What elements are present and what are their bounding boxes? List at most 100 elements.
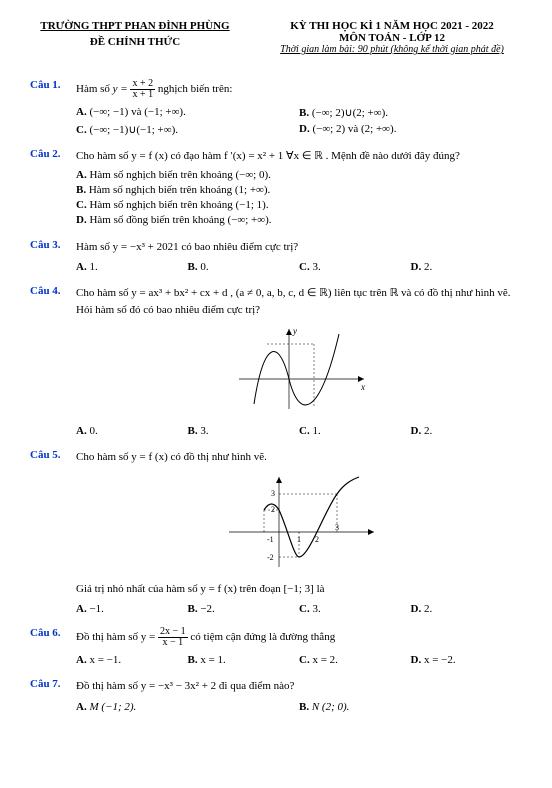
question-2: Câu 2. Cho hàm số y = f (x) có đạo hàm f… bbox=[30, 148, 522, 229]
q3-a-label: A. bbox=[76, 261, 87, 273]
svg-text:-1: -1 bbox=[267, 535, 274, 544]
q7-a-label: A. bbox=[76, 701, 87, 713]
q6-c-text: x = 2. bbox=[310, 654, 338, 666]
q3-c-label: C. bbox=[299, 261, 310, 273]
q6-b-label: B. bbox=[188, 654, 198, 666]
svg-text:2: 2 bbox=[271, 505, 275, 514]
q5-c-label: C. bbox=[299, 603, 310, 615]
q4-chart-svg: x y bbox=[229, 324, 369, 414]
q6-options: A. x = −1. B. x = 1. C. x = 2. D. x = −2… bbox=[76, 652, 522, 668]
q3-opt-b: B. 0. bbox=[188, 259, 300, 275]
q2-body: Cho hàm số y = f (x) có đạo hàm f ′(x) =… bbox=[76, 148, 522, 229]
q4-b-label: B. bbox=[188, 425, 198, 437]
q4-chart: x y bbox=[76, 324, 522, 417]
q2-a-text: Hàm số nghịch biến trên khoảng (−∞; 0). bbox=[87, 169, 271, 181]
q1-fraction: x + 2 x + 1 bbox=[130, 79, 155, 100]
q6-d-text: x = −2. bbox=[421, 654, 455, 666]
q5-body: Cho hàm số y = f (x) có đồ thị như hình … bbox=[76, 449, 522, 617]
q5-chart-svg: -1 1 2 3 3 2 -2 bbox=[219, 472, 379, 572]
q3-opt-c: C. 3. bbox=[299, 259, 411, 275]
q2-b-label: B. bbox=[76, 184, 86, 196]
q6-a-label: A. bbox=[76, 654, 87, 666]
question-7: Câu 7. Đồ thị hàm số y = −x³ − 3x² + 2 đ… bbox=[30, 678, 522, 715]
q5-a-label: A. bbox=[76, 603, 87, 615]
q2-c-label: C. bbox=[76, 199, 87, 211]
q1-text-a: Hàm số bbox=[76, 83, 113, 95]
q3-number: Câu 3. bbox=[30, 239, 76, 276]
q6-text: Đồ thị hàm số y = 2x − 1 x − 1 có tiệm c… bbox=[76, 627, 522, 648]
header: TRƯỜNG THPT PHAN ĐÌNH PHÙNG ĐỀ CHÍNH THỨ… bbox=[30, 20, 522, 55]
q1-optB-label: B. bbox=[299, 107, 309, 119]
svg-text:2: 2 bbox=[315, 535, 319, 544]
q3-b-label: B. bbox=[188, 261, 198, 273]
q5-opt-a: A. −1. bbox=[76, 601, 188, 617]
q1-optD-label: D. bbox=[299, 123, 310, 135]
q5-d-text: 2. bbox=[421, 603, 432, 615]
svg-text:3: 3 bbox=[271, 489, 275, 498]
q6-text-a: Đồ thị hàm số y = bbox=[76, 631, 158, 643]
school-name: TRƯỜNG THPT PHAN ĐÌNH PHÙNG bbox=[30, 20, 240, 32]
q3-opt-d: D. 2. bbox=[411, 259, 523, 275]
q2-opt-c: C. Hàm số nghịch biến trên khoảng (−1; 1… bbox=[76, 199, 522, 211]
q6-text-b: có tiệm cận đứng là đường thẳng bbox=[190, 631, 335, 643]
q3-c-text: 3. bbox=[310, 261, 321, 273]
q4-text: Cho hàm số y = ax³ + bx² + cx + d , (a ≠… bbox=[76, 285, 522, 318]
exam-page: TRƯỜNG THPT PHAN ĐÌNH PHÙNG ĐỀ CHÍNH THỨ… bbox=[0, 0, 552, 788]
q4-b-text: 3. bbox=[198, 425, 209, 437]
q4-opt-b: B. 3. bbox=[188, 423, 300, 439]
q2-text: Cho hàm số y = f (x) có đạo hàm f ′(x) =… bbox=[76, 148, 522, 165]
header-right: KỲ THI HỌC KÌ 1 NĂM HỌC 2021 - 2022 MÔN … bbox=[262, 20, 522, 55]
q6-d-label: D. bbox=[411, 654, 422, 666]
q6-a-text: x = −1. bbox=[87, 654, 121, 666]
q5-options: A. −1. B. −2. C. 3. D. 2. bbox=[76, 601, 522, 617]
q4-body: Cho hàm số y = ax³ + bx² + cx + d , (a ≠… bbox=[76, 285, 522, 439]
q1-opt-b: B. (−∞; 2)∪(2; +∞). bbox=[299, 104, 522, 121]
svg-text:-2: -2 bbox=[267, 553, 274, 562]
q6-frac-den: x − 1 bbox=[158, 638, 188, 648]
q5-b-label: B. bbox=[188, 603, 198, 615]
exam-title: KỲ THI HỌC KÌ 1 NĂM HỌC 2021 - 2022 bbox=[262, 20, 522, 32]
q1-opt-a: A. (−∞; −1) và (−1; +∞). bbox=[76, 104, 299, 121]
q2-d-label: D. bbox=[76, 214, 87, 226]
q5-number: Câu 5. bbox=[30, 449, 76, 617]
q7-opt-a: A. M (−1; 2). bbox=[76, 699, 299, 715]
q7-options: A. M (−1; 2). B. N (2; 0). bbox=[76, 699, 522, 715]
q7-a-text: M (−1; 2). bbox=[87, 701, 137, 713]
q4-a-text: 0. bbox=[87, 425, 98, 437]
q1-optD-text: (−∞; 2) và (2; +∞). bbox=[310, 123, 397, 135]
q4-c-text: 1. bbox=[310, 425, 321, 437]
q1-optA-label: A. bbox=[76, 106, 87, 118]
q2-number: Câu 2. bbox=[30, 148, 76, 229]
q3-options: A. 1. B. 0. C. 3. D. 2. bbox=[76, 259, 522, 275]
q6-number: Câu 6. bbox=[30, 627, 76, 668]
q1-y-equals: y = bbox=[113, 83, 131, 95]
q4-opt-c: C. 1. bbox=[299, 423, 411, 439]
q4-d-text: 2. bbox=[421, 425, 432, 437]
q1-text-b: nghịch biến trên: bbox=[158, 83, 233, 95]
q2-opt-d: D. Hàm số đồng biến trên khoảng (−∞; +∞)… bbox=[76, 214, 522, 226]
q1-optC-text: (−∞; −1)∪(−1; +∞). bbox=[87, 124, 178, 136]
q4-d-label: D. bbox=[411, 425, 422, 437]
q1-number: Câu 1. bbox=[30, 79, 76, 138]
svg-text:y: y bbox=[292, 326, 297, 336]
q4-c-label: C. bbox=[299, 425, 310, 437]
q1-optA-text: (−∞; −1) và (−1; +∞). bbox=[87, 106, 186, 118]
q1-frac-den: x + 1 bbox=[130, 90, 155, 100]
q1-body: Hàm số y = x + 2 x + 1 nghịch biến trên:… bbox=[76, 79, 522, 138]
q3-text: Hàm số y = −x³ + 2021 có bao nhiêu điểm … bbox=[76, 239, 522, 256]
q1-optB-text: (−∞; 2)∪(2; +∞). bbox=[309, 107, 388, 119]
q5-d-label: D. bbox=[411, 603, 422, 615]
q5-opt-d: D. 2. bbox=[411, 601, 523, 617]
exam-time: Thời gian làm bài: 90 phút (không kể thờ… bbox=[262, 44, 522, 55]
q6-opt-d: D. x = −2. bbox=[411, 652, 523, 668]
q5-b-text: −2. bbox=[198, 603, 215, 615]
q5-c-text: 3. bbox=[310, 603, 321, 615]
q2-b-text: Hàm số nghịch biến trên khoảng (1; +∞). bbox=[86, 184, 270, 196]
q2-c-text: Hàm số nghịch biến trên khoảng (−1; 1). bbox=[87, 199, 269, 211]
q3-b-text: 0. bbox=[198, 261, 209, 273]
q6-c-label: C. bbox=[299, 654, 310, 666]
q1-options: A. (−∞; −1) và (−1; +∞). B. (−∞; 2)∪(2; … bbox=[76, 104, 522, 138]
q7-opt-b: B. N (2; 0). bbox=[299, 699, 522, 715]
q4-a-label: A. bbox=[76, 425, 87, 437]
q3-opt-a: A. 1. bbox=[76, 259, 188, 275]
